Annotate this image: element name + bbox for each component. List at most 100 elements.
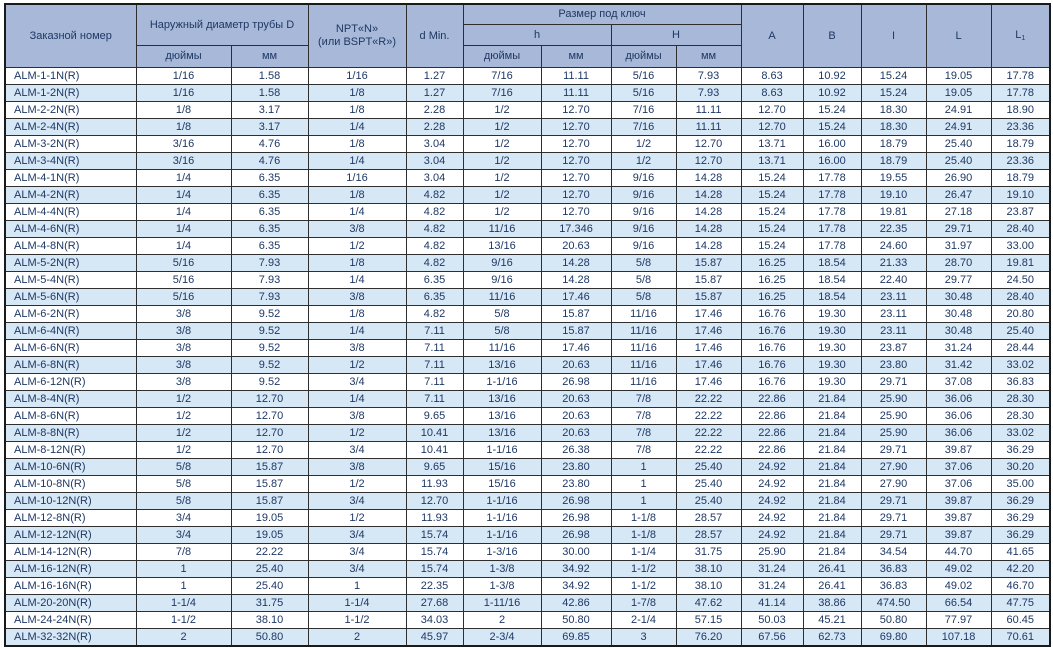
value-cell: 20.63 bbox=[540, 390, 612, 408]
value-cell: 31.75 bbox=[230, 594, 309, 612]
order-number-cell: ALM-4-1N(R) bbox=[4, 169, 137, 187]
value-cell: 20.63 bbox=[540, 407, 612, 425]
value-cell: 7/8 bbox=[610, 424, 677, 442]
value-cell: 22.86 bbox=[740, 441, 804, 459]
value-cell: 3/8 bbox=[135, 373, 232, 391]
order-number-cell: ALM-16-12N(R) bbox=[4, 560, 137, 578]
value-cell: 17.46 bbox=[540, 288, 612, 306]
value-cell: 18.79 bbox=[990, 135, 1051, 153]
value-cell: 15/16 bbox=[462, 475, 542, 493]
value-cell: 15.24 bbox=[740, 169, 804, 187]
table-row: ALM-4-6N(R) 1/4 6.35 3/8 4.82 11/16 17.346 9/16… bbox=[4, 220, 1051, 238]
value-cell: 15.87 bbox=[230, 458, 309, 476]
value-cell: 29.77 bbox=[925, 271, 992, 289]
value-cell: 3.04 bbox=[405, 135, 464, 153]
value-cell: 3/16 bbox=[135, 152, 232, 170]
value-cell: 21.84 bbox=[802, 492, 862, 510]
value-cell: 1/4 bbox=[307, 390, 407, 408]
value-cell: 46.70 bbox=[990, 577, 1051, 595]
value-cell: 12.70 bbox=[540, 135, 612, 153]
value-cell: 4.82 bbox=[405, 254, 464, 272]
value-cell: 23.80 bbox=[860, 356, 927, 374]
value-cell: 1-1/8 bbox=[610, 509, 677, 527]
value-cell: 1/2 bbox=[462, 152, 542, 170]
order-number-cell: ALM-8-4N(R) bbox=[4, 390, 137, 408]
value-cell: 15.24 bbox=[860, 84, 927, 102]
value-cell: 76.20 bbox=[675, 628, 742, 647]
value-cell: 1/4 bbox=[135, 169, 232, 187]
value-cell: 1.58 bbox=[230, 67, 309, 85]
value-cell: 12.70 bbox=[740, 101, 804, 119]
value-cell: 1/4 bbox=[307, 271, 407, 289]
value-cell: 15.87 bbox=[675, 254, 742, 272]
value-cell: 37.08 bbox=[925, 373, 992, 391]
header-col-a: A bbox=[740, 3, 804, 68]
value-cell: 31.42 bbox=[925, 356, 992, 374]
value-cell: 21.84 bbox=[802, 390, 862, 408]
value-cell: 24.92 bbox=[740, 526, 804, 544]
value-cell: 2 bbox=[135, 628, 232, 647]
value-cell: 16.76 bbox=[740, 305, 804, 323]
value-cell: 23.11 bbox=[860, 322, 927, 340]
value-cell: 4.82 bbox=[405, 237, 464, 255]
value-cell: 23.36 bbox=[990, 152, 1051, 170]
header-order-number: Заказной номер bbox=[4, 3, 137, 68]
table-row: ALM-14-12N(R) 7/8 22.22 3/4 15.74 1-3/16 30.00… bbox=[4, 543, 1051, 561]
value-cell: 50.80 bbox=[860, 611, 927, 629]
value-cell: 3/4 bbox=[307, 441, 407, 459]
value-cell: 7.11 bbox=[405, 373, 464, 391]
value-cell: 23.11 bbox=[860, 305, 927, 323]
order-number-cell: ALM-24-24N(R) bbox=[4, 611, 137, 629]
value-cell: 28.57 bbox=[675, 509, 742, 527]
value-cell: 1/2 bbox=[462, 118, 542, 136]
value-cell: 1/2 bbox=[135, 390, 232, 408]
value-cell: 15.87 bbox=[540, 305, 612, 323]
value-cell: 39.87 bbox=[925, 492, 992, 510]
value-cell: 3/8 bbox=[307, 220, 407, 238]
value-cell: 1/2 bbox=[610, 135, 677, 153]
value-cell: 24.91 bbox=[925, 118, 992, 136]
value-cell: 1/4 bbox=[307, 152, 407, 170]
value-cell: 7/16 bbox=[610, 118, 677, 136]
order-number-cell: ALM-8-6N(R) bbox=[4, 407, 137, 425]
value-cell: 7.11 bbox=[405, 339, 464, 357]
value-cell: 2-3/4 bbox=[462, 628, 542, 647]
value-cell: 15.74 bbox=[405, 543, 464, 561]
value-cell: 30.20 bbox=[990, 458, 1051, 476]
header-npt: NPT«N» (или BSPT«R») bbox=[307, 3, 407, 68]
table-row: ALM-16-16N(R) 1 25.40 1 22.35 1-3/8 34.92 1-1/2… bbox=[4, 577, 1051, 595]
value-cell: 8.63 bbox=[740, 67, 804, 85]
value-cell: 11.11 bbox=[675, 101, 742, 119]
value-cell: 22.22 bbox=[675, 424, 742, 442]
table-row: ALM-8-12N(R) 1/2 12.70 3/4 10.41 1-1/16 26.38 7… bbox=[4, 441, 1051, 459]
value-cell: 13/16 bbox=[462, 237, 542, 255]
value-cell: 25.40 bbox=[925, 135, 992, 153]
value-cell: 5/8 bbox=[462, 305, 542, 323]
value-cell: 28.30 bbox=[990, 390, 1051, 408]
table-row: ALM-2-2N(R) 1/8 3.17 1/8 2.28 1/2 12.70 7/16 11.… bbox=[4, 101, 1051, 119]
value-cell: 1/2 bbox=[462, 101, 542, 119]
value-cell: 1/2 bbox=[307, 237, 407, 255]
value-cell: 1 bbox=[610, 458, 677, 476]
value-cell: 3/4 bbox=[135, 509, 232, 527]
value-cell: 24.92 bbox=[740, 475, 804, 493]
value-cell: 22.40 bbox=[860, 271, 927, 289]
value-cell: 4.82 bbox=[405, 203, 464, 221]
value-cell: 28.44 bbox=[990, 339, 1051, 357]
value-cell: 31.24 bbox=[925, 339, 992, 357]
value-cell: 1-1/16 bbox=[462, 526, 542, 544]
value-cell: 11.11 bbox=[540, 84, 612, 102]
value-cell: 28.40 bbox=[990, 288, 1051, 306]
value-cell: 27.90 bbox=[860, 458, 927, 476]
value-cell: 15.24 bbox=[802, 101, 862, 119]
value-cell: 2-1/4 bbox=[610, 611, 677, 629]
value-cell: 62.73 bbox=[802, 628, 862, 647]
value-cell: 7/16 bbox=[462, 67, 542, 85]
value-cell: 30.48 bbox=[925, 322, 992, 340]
value-cell: 25.40 bbox=[675, 475, 742, 493]
value-cell: 9/16 bbox=[462, 271, 542, 289]
order-number-cell: ALM-8-12N(R) bbox=[4, 441, 137, 459]
value-cell: 15.87 bbox=[675, 271, 742, 289]
value-cell: 1-1/4 bbox=[135, 594, 232, 612]
value-cell: 24.92 bbox=[740, 509, 804, 527]
